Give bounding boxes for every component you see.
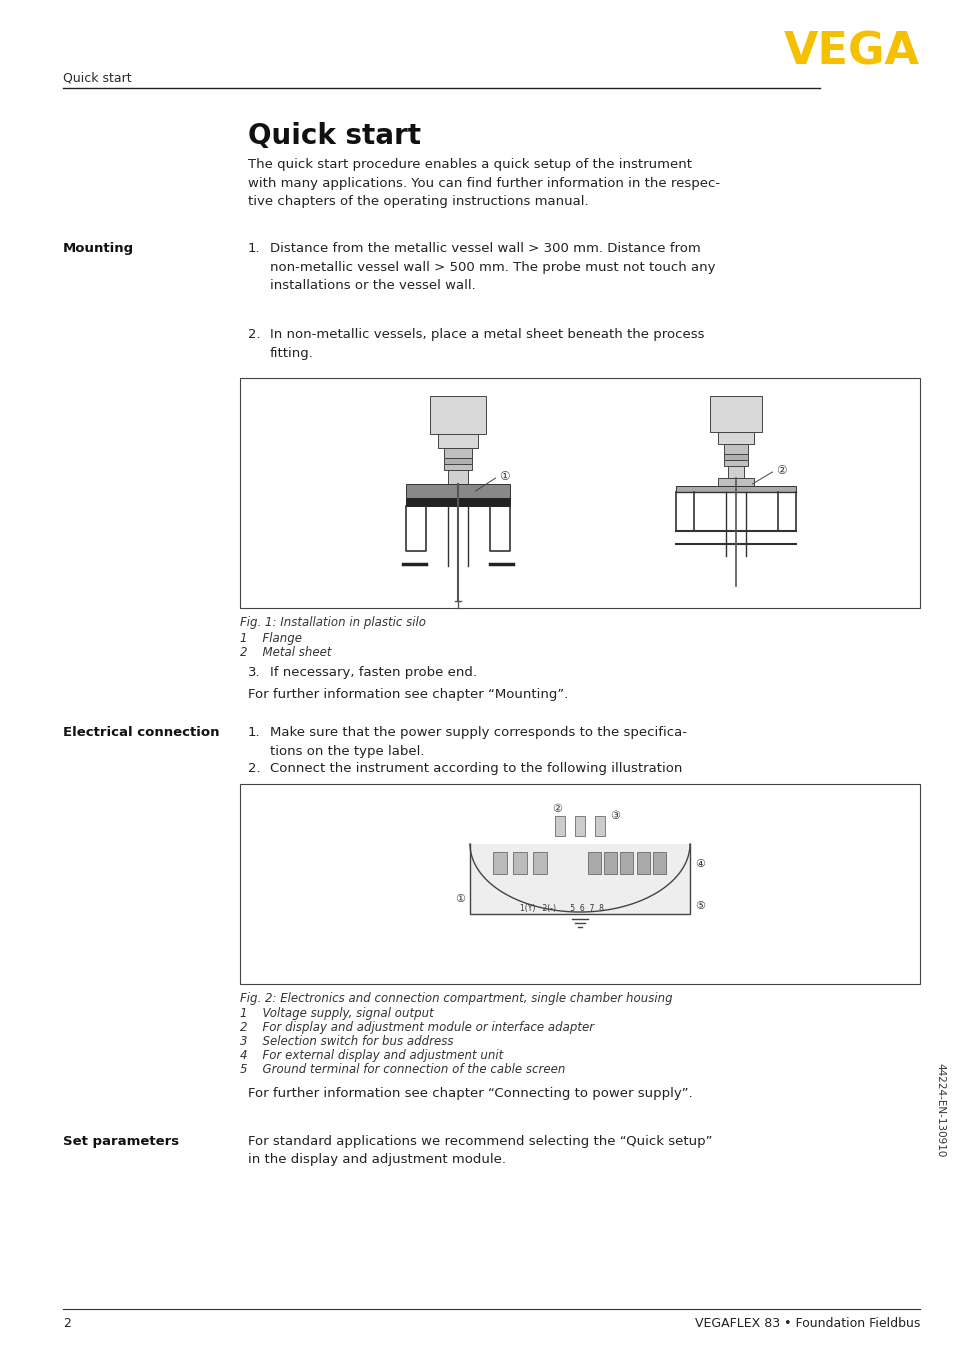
Text: Fig. 1: Installation in plastic silo: Fig. 1: Installation in plastic silo: [240, 616, 426, 630]
Text: Make sure that the power supply corresponds to the specifica-
tions on the type : Make sure that the power supply correspo…: [270, 726, 686, 757]
Text: ③: ③: [609, 811, 619, 821]
Bar: [513, 852, 526, 873]
Bar: [429, 395, 485, 435]
Bar: [636, 852, 649, 873]
Text: 1(Y)   2(-)      5  6  7  8: 1(Y) 2(-) 5 6 7 8: [519, 904, 603, 913]
Text: ⑤: ⑤: [695, 900, 704, 911]
Text: Distance from the metallic vessel wall > 300 mm. Distance from
non-metallic vess: Distance from the metallic vessel wall >…: [270, 242, 715, 292]
Bar: [728, 466, 743, 478]
Bar: [710, 395, 761, 432]
Text: For further information see chapter “Connecting to power supply”.: For further information see chapter “Con…: [248, 1087, 692, 1099]
Text: Set parameters: Set parameters: [63, 1135, 179, 1148]
Text: ②: ②: [776, 463, 786, 477]
Text: 1.: 1.: [248, 726, 260, 739]
Bar: [723, 454, 747, 460]
Text: Quick start: Quick start: [248, 122, 420, 150]
Text: Quick start: Quick start: [63, 72, 132, 84]
Bar: [555, 816, 564, 835]
Text: In non-metallic vessels, place a metal sheet beneath the process
fitting.: In non-metallic vessels, place a metal s…: [270, 328, 703, 360]
Text: 3    Selection switch for bus address: 3 Selection switch for bus address: [240, 1034, 453, 1048]
Bar: [447, 470, 467, 483]
Bar: [493, 852, 506, 873]
Bar: [443, 448, 471, 458]
Text: 2.: 2.: [248, 328, 260, 341]
Text: 2: 2: [63, 1317, 71, 1330]
Text: Mounting: Mounting: [63, 242, 134, 255]
Bar: [603, 852, 617, 873]
Text: For further information see chapter “Mounting”.: For further information see chapter “Mou…: [248, 688, 568, 701]
Bar: [405, 483, 509, 498]
Bar: [587, 852, 600, 873]
Bar: [470, 844, 689, 914]
Text: Electrical connection: Electrical connection: [63, 726, 219, 739]
Text: Connect the instrument according to the following illustration: Connect the instrument according to the …: [270, 762, 681, 774]
Text: ①: ①: [499, 470, 510, 482]
Bar: [723, 444, 747, 454]
Bar: [723, 460, 747, 466]
Text: The quick start procedure enables a quick setup of the instrument
with many appl: The quick start procedure enables a quic…: [248, 158, 720, 209]
Text: ①: ①: [455, 894, 464, 904]
Text: ④: ④: [695, 858, 704, 869]
Text: VEGA: VEGA: [783, 31, 919, 73]
Bar: [443, 458, 471, 464]
Bar: [652, 852, 665, 873]
Text: 44224-EN-130910: 44224-EN-130910: [934, 1063, 944, 1158]
Text: 3.: 3.: [248, 666, 260, 678]
Bar: [443, 464, 471, 470]
Bar: [437, 435, 477, 448]
Text: 5    Ground terminal for connection of the cable screen: 5 Ground terminal for connection of the …: [240, 1063, 565, 1076]
Bar: [718, 432, 754, 444]
Text: 1    Voltage supply, signal output: 1 Voltage supply, signal output: [240, 1007, 434, 1020]
Text: 1    Flange: 1 Flange: [240, 632, 302, 645]
Text: 2    For display and adjustment module or interface adapter: 2 For display and adjustment module or i…: [240, 1021, 594, 1034]
Text: For standard applications we recommend selecting the “Quick setup”
in the displa: For standard applications we recommend s…: [248, 1135, 712, 1167]
Text: 2    Metal sheet: 2 Metal sheet: [240, 646, 331, 659]
Bar: [240, 784, 919, 984]
Text: ②: ②: [552, 804, 561, 814]
Bar: [718, 478, 754, 486]
Bar: [240, 378, 919, 608]
Bar: [676, 486, 796, 492]
Text: 2.: 2.: [248, 762, 260, 774]
Text: If necessary, fasten probe end.: If necessary, fasten probe end.: [270, 666, 476, 678]
Bar: [405, 498, 509, 506]
Bar: [595, 816, 604, 835]
Text: Fig. 2: Electronics and connection compartment, single chamber housing: Fig. 2: Electronics and connection compa…: [240, 992, 672, 1005]
Text: 1.: 1.: [248, 242, 260, 255]
Text: VEGAFLEX 83 • Foundation Fieldbus: VEGAFLEX 83 • Foundation Fieldbus: [694, 1317, 919, 1330]
Bar: [575, 816, 584, 835]
Bar: [619, 852, 633, 873]
Text: 4    For external display and adjustment unit: 4 For external display and adjustment un…: [240, 1049, 503, 1062]
Bar: [533, 852, 546, 873]
